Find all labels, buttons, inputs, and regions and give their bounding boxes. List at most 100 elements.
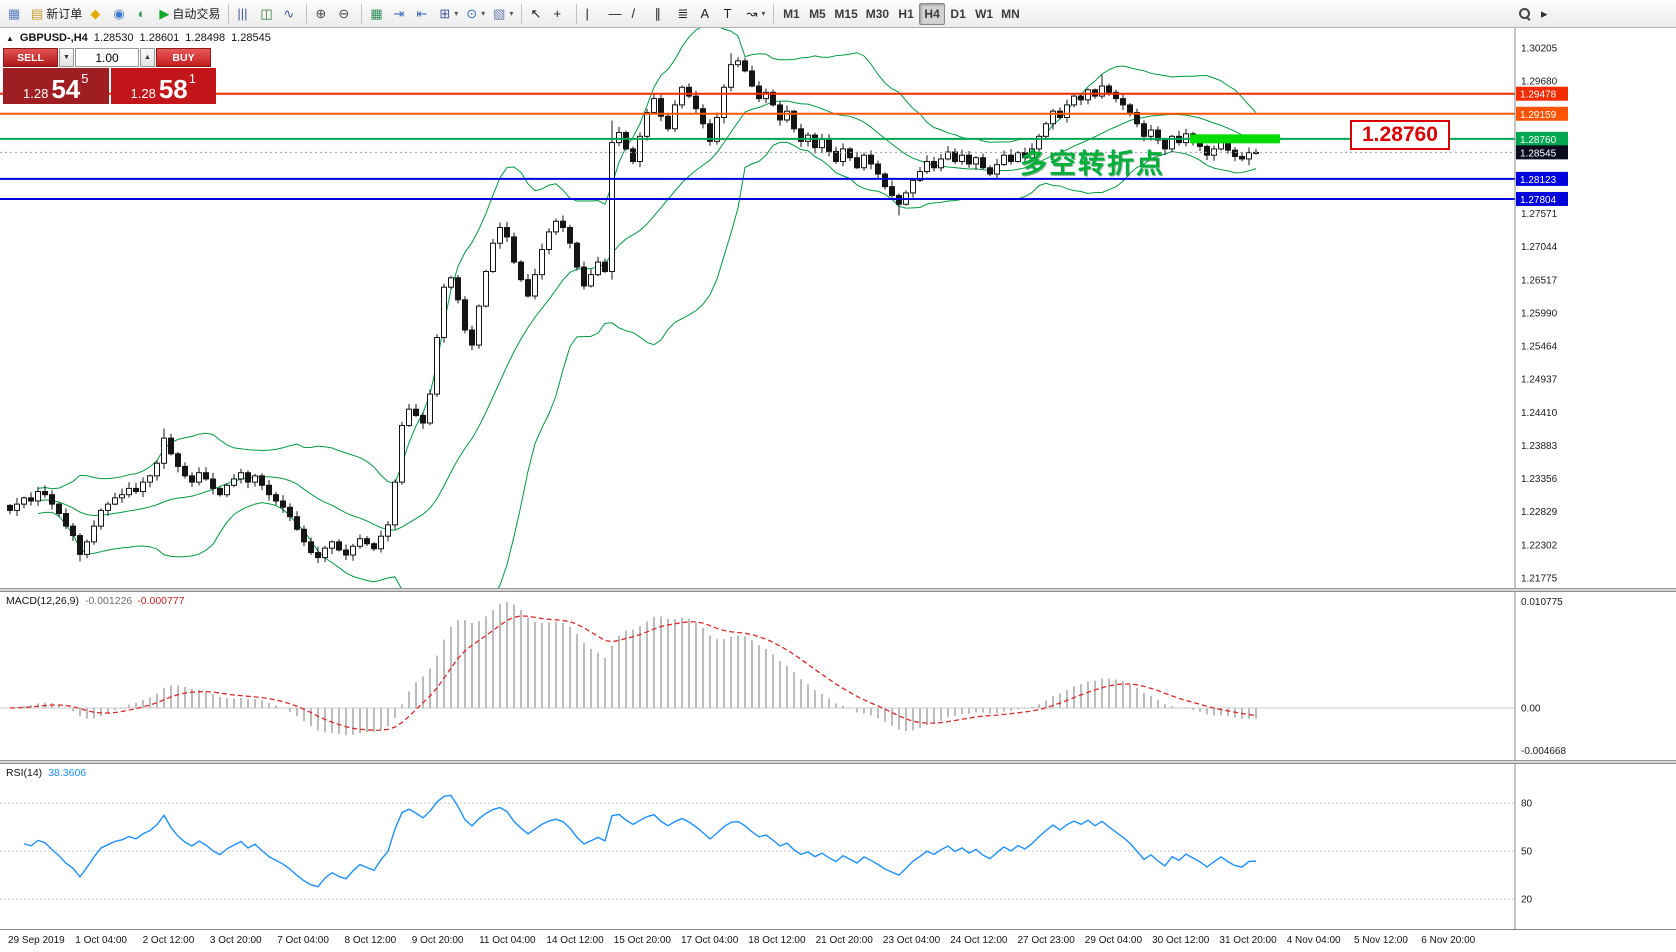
macd-chart-canvas[interactable]: 0.010775 0.00 -0.004668 — [0, 592, 1676, 760]
tf-w1-button[interactable]: W1 — [971, 3, 997, 25]
ohlc-close: 1.28545 — [231, 32, 271, 44]
templates-button[interactable]: ▧ ▾ — [489, 3, 517, 25]
chart-annotation-text[interactable]: 多空转折点 — [1020, 149, 1165, 179]
svg-text:1.28760: 1.28760 — [1520, 135, 1557, 146]
tf-h4-button[interactable]: H4 — [919, 2, 946, 25]
tf-m30-button[interactable]: M30 — [862, 3, 893, 25]
toolbar-separator — [773, 3, 775, 24]
tf-h1-button[interactable]: H1 — [893, 3, 919, 25]
metaeditor-button[interactable]: ◆ — [86, 3, 109, 25]
macd-value-signal: -0.000777 — [137, 595, 185, 607]
buy-price-panel[interactable]: 1.28 58 1 — [110, 68, 216, 104]
oct-prices-row: 1.28 54 5 1.28 58 1 — [3, 68, 216, 104]
autotrading-button[interactable]: ▶ 自动交易 — [155, 3, 224, 25]
chart-window-icon-button[interactable]: ▦ — [4, 3, 27, 25]
zoom-in-button[interactable]: ⊕ — [311, 3, 334, 25]
zoom-out-icon: ⊖ — [338, 6, 350, 21]
arrows-button[interactable]: ↝ ▾ — [742, 3, 769, 25]
sell-price-panel[interactable]: 1.28 54 5 — [3, 68, 109, 104]
line-chart-button[interactable]: ∿ — [279, 3, 302, 25]
sell-price-pipette: 5 — [81, 71, 89, 86]
tile-windows-button[interactable]: ▦ — [366, 3, 389, 25]
tf-m1-button-label: M1 — [783, 6, 800, 21]
tf-m5-button-label: M5 — [809, 6, 826, 21]
search-icon — [1518, 7, 1531, 20]
volume-up-button[interactable]: ▲ — [140, 48, 155, 67]
toolbar-separator — [306, 3, 308, 24]
svg-text:50: 50 — [1521, 847, 1533, 858]
search-button[interactable] — [1514, 2, 1537, 24]
time-label: 23 Oct 04:00 — [882, 935, 941, 946]
tf-m15-button[interactable]: M15 — [830, 3, 861, 25]
trendline-button[interactable]: / — [627, 3, 650, 25]
time-label: 18 Oct 12:00 — [748, 935, 806, 946]
support-button[interactable]: ◖ — [132, 3, 155, 25]
profile-button[interactable]: ◉ — [109, 3, 132, 25]
tile-windows-icon: ▦ — [370, 6, 383, 21]
autotrading-button-label: 自动交易 — [172, 7, 221, 21]
time-label: 15 Oct 20:00 — [613, 935, 671, 946]
channel-icon: ∥ — [654, 6, 661, 21]
tf-m5-button[interactable]: M5 — [804, 3, 830, 25]
line-chart-icon: ∿ — [283, 6, 295, 21]
channel-button[interactable]: ∥ — [650, 3, 673, 25]
bar-chart-button[interactable]: ||| — [233, 3, 256, 25]
volume-down-button[interactable]: ▼ — [59, 48, 74, 67]
new-order-icon: ▤ — [31, 6, 44, 21]
time-label: 17 Oct 04:00 — [681, 935, 739, 946]
toolbar-separator — [228, 3, 230, 24]
new-chart-button[interactable]: ⊞ ▾ — [435, 3, 462, 25]
auto-scroll-button[interactable]: ⇥ — [389, 3, 412, 25]
text-label-icon: T — [723, 6, 732, 21]
tf-mn-button-label: MN — [1001, 6, 1020, 21]
time-label: 3 Oct 20:00 — [209, 935, 262, 946]
chart-window-icon: ▦ — [8, 6, 21, 21]
time-axis[interactable]: 29 Sep 2019 1 Oct 04:00 2 Oct 12:00 3 Oct 2… — [0, 929, 1676, 952]
cursor-button[interactable]: ↖ — [526, 3, 549, 25]
vertical-line-button[interactable]: | — [581, 3, 604, 25]
panel-separator-1[interactable] — [0, 588, 1676, 592]
tf-d1-button[interactable]: D1 — [945, 3, 971, 25]
tf-m30-button-label: M30 — [865, 6, 890, 21]
panel-separator-2[interactable] — [0, 760, 1676, 764]
new-order-button[interactable]: ▤ 新订单 — [27, 3, 86, 25]
oct-expander-icon[interactable]: ▲ — [6, 33, 14, 43]
periods-button[interactable]: ⊙ ▾ — [462, 3, 489, 25]
candlestick-button[interactable]: ◫ — [256, 3, 279, 25]
tf-h4-button-label: H4 — [924, 6, 940, 21]
buy-button[interactable]: BUY — [156, 48, 211, 67]
time-label: 30 Oct 12:00 — [1152, 935, 1210, 946]
ohlc-open: 1.28530 — [93, 32, 134, 44]
time-label: 14 Oct 12:00 — [546, 935, 604, 946]
tf-m1-button[interactable]: M1 — [778, 3, 804, 25]
horizontal-line-button[interactable]: — — [604, 3, 627, 25]
fibonacci-button[interactable]: ≣ — [673, 3, 696, 25]
rsi-label: RSI(14) 38.3606 — [6, 767, 86, 779]
text-label-button[interactable]: T — [719, 3, 742, 25]
text-button[interactable]: A — [696, 3, 719, 25]
horizontal-line-icon: — — [608, 6, 622, 21]
svg-text:1.29159: 1.29159 — [1520, 110, 1557, 121]
time-label: 7 Oct 04:00 — [277, 935, 329, 946]
auto-scroll-icon: ⇥ — [393, 6, 405, 21]
caret-down-icon: ▾ — [761, 9, 766, 18]
toolbar-overflow-button[interactable]: ▸ — [1537, 2, 1560, 24]
chart-shift-button[interactable]: ⇤ — [412, 3, 435, 25]
tf-mn-button[interactable]: MN — [997, 3, 1024, 25]
zoom-out-button[interactable]: ⊖ — [334, 3, 357, 25]
overflow-arrow-icon: ▸ — [1541, 5, 1548, 21]
sell-button[interactable]: SELL — [3, 48, 58, 67]
price-callout-label[interactable]: 1.28760 — [1350, 120, 1450, 150]
rsi-chart-canvas[interactable]: 80 50 20 — [0, 764, 1676, 929]
rsi-title: RSI(14) — [6, 767, 43, 779]
svg-text:1.26517: 1.26517 — [1521, 275, 1558, 286]
crosshair-button[interactable]: + — [549, 3, 572, 25]
volume-input[interactable] — [75, 48, 139, 67]
buy-price-pipette: 1 — [188, 71, 196, 86]
clock-icon: ⊙ — [466, 6, 478, 21]
toolbar-separator — [576, 3, 578, 24]
price-chart-canvas[interactable]: 1.302051.296801.291511.286241.280981.275… — [0, 28, 1676, 588]
svg-text:-0.004668: -0.004668 — [1521, 746, 1566, 757]
svg-text:1.27571: 1.27571 — [1521, 209, 1558, 220]
one-click-trading-panel: SELL ▼ ▲ BUY 1.28 54 5 1.28 58 1 — [3, 48, 216, 104]
